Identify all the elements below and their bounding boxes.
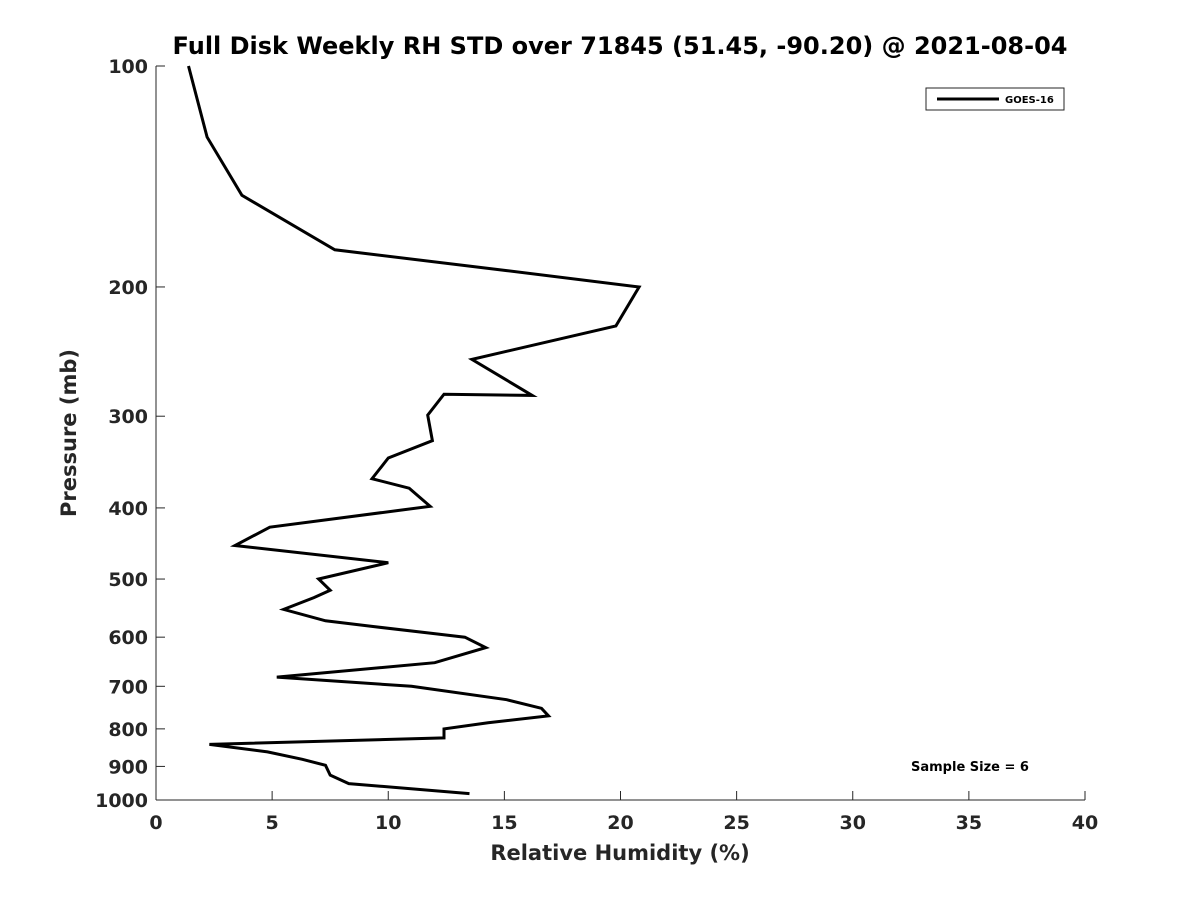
x-tick-label: 10 [375, 812, 401, 834]
legend: GOES-16 [925, 87, 1065, 111]
x-tick-label: 15 [491, 812, 517, 834]
x-tick-label: 25 [723, 812, 749, 834]
y-tick-label: 400 [108, 498, 148, 520]
x-tick-label: 20 [607, 812, 633, 834]
x-tick-label: 5 [266, 812, 279, 834]
y-tick-label: 100 [108, 56, 148, 78]
y-ticks: 100 200 300 400 500 600 700 800 900 1000 [95, 56, 165, 812]
y-tick-label: 1000 [95, 790, 148, 812]
x-tick-label: 40 [1072, 812, 1098, 834]
x-ticks: 0 5 10 15 20 25 30 35 40 [149, 791, 1098, 834]
y-tick-label: 600 [108, 627, 148, 649]
y-tick-label: 200 [108, 277, 148, 299]
y-tick-label: 900 [108, 756, 148, 778]
sample-size-annotation: Sample Size = 6 [911, 760, 1029, 775]
y-tick-label: 300 [108, 406, 148, 428]
legend-label-goes16: GOES-16 [1005, 95, 1054, 106]
y-tick-label: 800 [108, 719, 148, 741]
x-tick-label: 0 [149, 812, 162, 834]
x-tick-label: 30 [840, 812, 866, 834]
chart-title: Full Disk Weekly RH STD over 71845 (51.4… [173, 32, 1068, 60]
series-line-goes16 [187, 65, 642, 796]
y-tick-label: 700 [108, 676, 148, 698]
y-axis-label: Pressure (mb) [57, 349, 81, 517]
x-tick-label: 35 [956, 812, 982, 834]
y-tick-label: 500 [108, 569, 148, 591]
x-axis-label: Relative Humidity (%) [490, 841, 749, 865]
